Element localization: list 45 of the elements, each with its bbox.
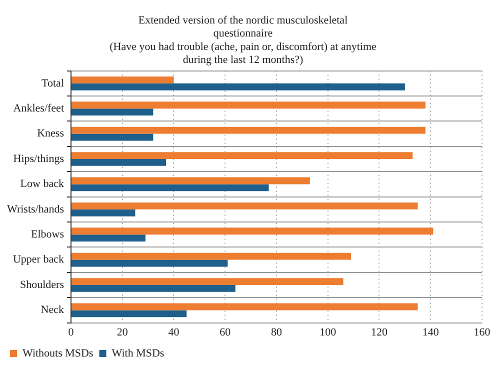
y-tick-label: Neck bbox=[40, 304, 64, 316]
bar bbox=[72, 303, 418, 310]
bar bbox=[72, 285, 236, 292]
x-tick-label: 120 bbox=[371, 326, 388, 338]
y-tick-label: Kness bbox=[37, 128, 64, 140]
bar bbox=[72, 159, 166, 166]
bar bbox=[72, 76, 174, 84]
x-tick-label: 160 bbox=[474, 326, 491, 338]
x-tick-label: 20 bbox=[116, 326, 128, 338]
bar bbox=[72, 260, 228, 267]
x-tick-label: 60 bbox=[220, 326, 232, 338]
bar bbox=[72, 102, 426, 109]
legend-label: With MSDs bbox=[112, 347, 164, 360]
text: (Have you had trouble (ache, pain or, discomfort) at anytime bbox=[110, 40, 376, 53]
bar bbox=[72, 252, 351, 260]
y-tick-label: Low back bbox=[20, 178, 64, 190]
x-tick-label: 0 bbox=[68, 326, 74, 338]
y-tick-label: Shoulders bbox=[20, 278, 64, 291]
bar bbox=[72, 108, 154, 116]
bar bbox=[72, 152, 413, 159]
bar bbox=[72, 134, 154, 141]
x-tick-label: 100 bbox=[320, 326, 337, 338]
bar bbox=[72, 126, 426, 134]
y-tick-label: Elbows bbox=[31, 228, 64, 240]
bar bbox=[72, 177, 310, 184]
bar bbox=[72, 209, 136, 216]
bar bbox=[72, 228, 434, 235]
y-tick-label: Upper back bbox=[12, 254, 64, 266]
y-tick-label: Ankles/feet bbox=[13, 102, 64, 114]
bar bbox=[72, 310, 187, 318]
bar bbox=[72, 234, 146, 242]
x-tick-label: 140 bbox=[422, 326, 440, 338]
x-tick-label: 80 bbox=[271, 326, 282, 338]
bar bbox=[72, 83, 405, 90]
y-tick-label: Wrists/hands bbox=[7, 203, 64, 216]
bar bbox=[72, 278, 344, 285]
y-tick-label: Hips/things bbox=[13, 152, 64, 165]
text: Extended version of the nordic musculoskeletal bbox=[138, 14, 348, 26]
y-tick-label: Total bbox=[42, 77, 64, 90]
legend-label: Withouts MSDs bbox=[22, 347, 94, 360]
bar bbox=[72, 202, 418, 210]
text: during the last 12 months?) bbox=[182, 54, 304, 66]
text: questionnaire bbox=[213, 28, 273, 40]
bar bbox=[72, 184, 269, 192]
x-tick-label: 40 bbox=[168, 326, 180, 338]
